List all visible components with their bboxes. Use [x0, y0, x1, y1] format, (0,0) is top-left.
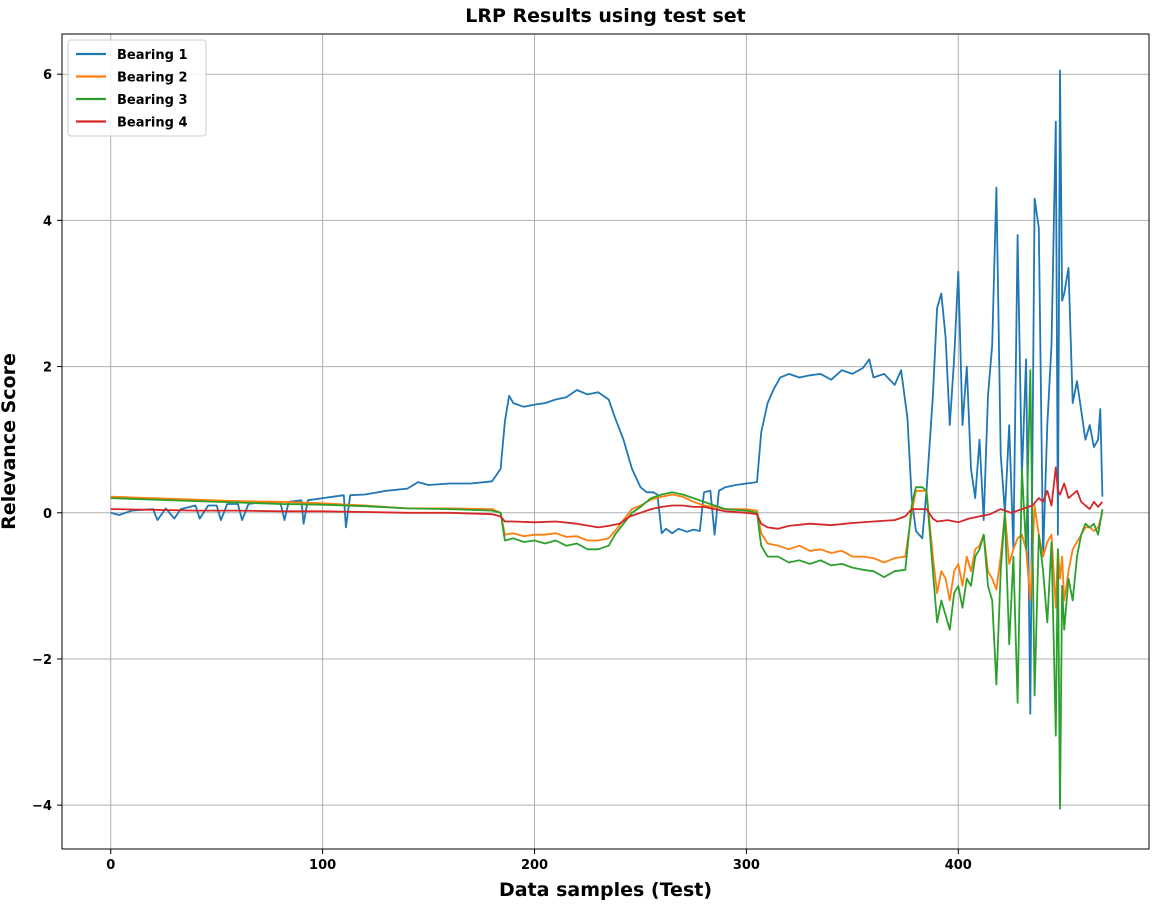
- legend-label: Bearing 1: [117, 48, 188, 63]
- series-line-bearing-1: [110, 69, 1104, 715]
- chart-title: LRP Results using test set: [465, 5, 746, 27]
- series-line-bearing-3: [110, 369, 1104, 810]
- y-tick-label: 4: [43, 214, 52, 229]
- y-axis-label: Relevance Score: [0, 353, 20, 530]
- y-tick-label: 2: [43, 361, 52, 376]
- legend-label: Bearing 3: [117, 93, 188, 108]
- y-tick-label: −2: [32, 653, 52, 668]
- series-group: [110, 69, 1104, 810]
- grid: [62, 34, 1149, 849]
- legend-label: Bearing 2: [117, 71, 188, 86]
- series-line-bearing-4: [110, 466, 1104, 530]
- x-tick-label: 200: [521, 858, 548, 873]
- y-tick-label: 0: [43, 507, 52, 522]
- legend-label: Bearing 4: [117, 116, 188, 131]
- x-tick-label: 400: [945, 858, 972, 873]
- x-tick-label: 0: [106, 858, 115, 873]
- plot-frame: [61, 33, 1150, 850]
- legend: Bearing 1 Bearing 2 Bearing 3 Bearing 4: [67, 39, 207, 137]
- x-axis-label: Data samples (Test): [499, 879, 712, 901]
- legend-box: [67, 39, 207, 137]
- y-tick-label: −4: [32, 799, 52, 814]
- y-tick-label: 6: [43, 68, 52, 83]
- x-tick-label: 100: [309, 858, 336, 873]
- series-line-bearing-2: [110, 489, 1104, 609]
- x-tick-label: 300: [733, 858, 760, 873]
- axis-ticks: 0 100 200 300 400 −4 −2 0 2 4 6: [32, 68, 972, 873]
